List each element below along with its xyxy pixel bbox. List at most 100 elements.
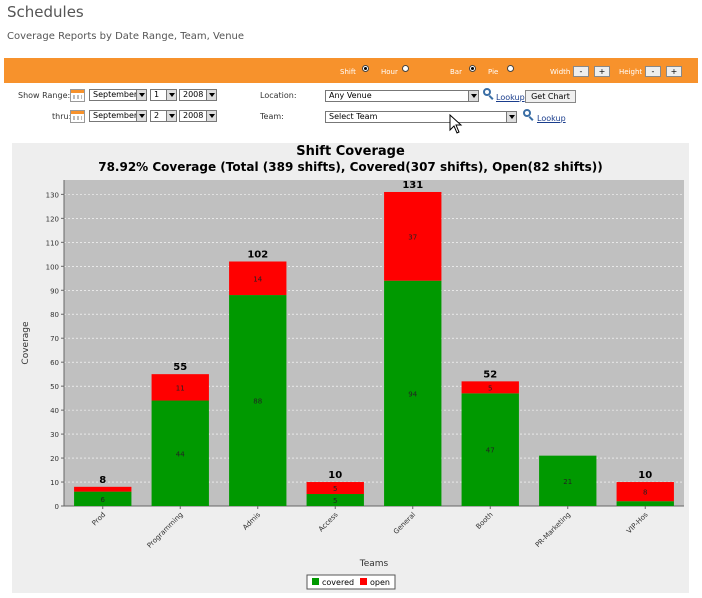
- bar-open: [616, 482, 674, 502]
- calendar-icon[interactable]: [70, 89, 85, 102]
- chart-panel: Shift Coverage 78.92% Coverage (Total (3…: [12, 143, 689, 593]
- start-day-select[interactable]: 1: [150, 89, 177, 101]
- y-tick-label: 80: [50, 311, 59, 319]
- hour-radio-label: Hour: [381, 68, 398, 76]
- legend-box: [306, 574, 396, 590]
- magnifier-icon[interactable]: [523, 109, 531, 117]
- width-increase-button[interactable]: +: [594, 66, 610, 77]
- x-tick-label: PR-Marketing: [534, 511, 572, 549]
- y-tick-label: 120: [46, 215, 59, 223]
- open-value-label: 14: [253, 275, 262, 283]
- y-tick-label: 90: [50, 287, 59, 295]
- bar-covered: [306, 494, 364, 506]
- legend-label-covered: covered: [322, 578, 354, 587]
- chart-subtitle: 78.92% Coverage (Total (389 shifts), Cov…: [98, 160, 603, 174]
- y-tick-label: 30: [50, 431, 59, 439]
- chart-options-toolbar: Shift Hour Bar Pie Width - + Height - +: [4, 58, 698, 83]
- y-tick-label: 70: [50, 335, 59, 343]
- covered-value-label: 47: [486, 447, 495, 455]
- chevron-down-icon: [166, 90, 176, 100]
- x-tick-label: Admis: [241, 511, 262, 532]
- bar-total-label: 8: [99, 475, 106, 486]
- bar-total-label: 52: [483, 369, 497, 380]
- height-increase-button[interactable]: +: [666, 66, 682, 77]
- start-month-value: September: [93, 90, 138, 99]
- end-year-select[interactable]: 2008: [179, 110, 217, 122]
- bar-covered: [384, 280, 442, 506]
- end-month-select[interactable]: September: [89, 110, 147, 122]
- y-axis-label: Coverage: [21, 321, 31, 365]
- y-tick-label: 10: [50, 479, 59, 487]
- get-chart-button[interactable]: Get Chart: [525, 90, 576, 103]
- y-tick-label: 50: [50, 383, 59, 391]
- legend-label-open: open: [370, 578, 390, 587]
- team-lookup-link[interactable]: Lookup: [537, 114, 566, 123]
- open-value-label: 8: [643, 489, 647, 497]
- bar-covered: [616, 501, 674, 506]
- x-tick-label: Programming: [146, 511, 185, 550]
- hour-radio[interactable]: [402, 65, 409, 72]
- chevron-down-icon: [136, 111, 146, 121]
- bar-radio-label: Bar: [450, 68, 462, 76]
- chevron-down-icon: [468, 91, 478, 101]
- location-lookup-link[interactable]: Lookup: [496, 93, 525, 102]
- covered-value-label: 44: [176, 450, 185, 458]
- x-tick-label: Booth: [474, 511, 494, 531]
- pie-radio-label: Pie: [488, 68, 499, 76]
- y-tick-label: 110: [46, 239, 59, 247]
- start-month-select[interactable]: September: [89, 89, 147, 101]
- chevron-down-icon: [136, 90, 146, 100]
- calendar-icon[interactable]: [70, 110, 85, 123]
- shift-radio[interactable]: [362, 65, 369, 72]
- width-decrease-button[interactable]: -: [573, 66, 589, 77]
- width-label: Width: [550, 68, 571, 76]
- bar-open: [306, 482, 364, 495]
- thru-label: thru:: [52, 112, 72, 121]
- chart-title: Shift Coverage: [296, 144, 405, 159]
- end-day-select[interactable]: 2: [150, 110, 177, 122]
- y-tick-label: 100: [46, 263, 59, 271]
- bar-total-label: 10: [638, 470, 652, 481]
- bar-open: [384, 191, 442, 281]
- open-value-label: 37: [408, 233, 417, 241]
- show-range-label: Show Range:: [18, 91, 71, 100]
- x-tick-label: VIP-Hos: [625, 511, 650, 536]
- location-select[interactable]: Any Venue: [325, 90, 479, 102]
- magnifier-icon[interactable]: [483, 88, 491, 96]
- legend-swatch-open: [360, 578, 367, 585]
- x-tick-label: General: [392, 511, 417, 536]
- shift-radio-label: Shift: [340, 68, 356, 76]
- y-tick-label: 0: [55, 503, 59, 511]
- y-tick-label: 40: [50, 407, 59, 415]
- coverage-chart: 0 10 20 30 40 50 60 70 80 90 100 110 120 130 6 8 Prod 44 1…: [21, 180, 684, 590]
- open-value-label: 5: [333, 485, 337, 493]
- end-day-value: 2: [154, 111, 160, 120]
- y-tick-label: 60: [50, 359, 59, 367]
- y-tick-label: 130: [46, 191, 59, 199]
- bar-covered: [74, 491, 132, 506]
- team-select[interactable]: Select Team: [325, 111, 517, 123]
- end-month-value: September: [93, 111, 138, 120]
- covered-value-label: 94: [408, 390, 417, 398]
- covered-value-label: 6: [101, 496, 106, 504]
- team-label: Team:: [260, 112, 284, 121]
- bar-total-label: 102: [247, 250, 268, 261]
- end-year-value: 2008: [183, 111, 204, 120]
- bar-radio[interactable]: [469, 65, 476, 72]
- bar-open: [74, 486, 132, 492]
- x-tick-label: Access: [317, 511, 340, 534]
- covered-value-label: 5: [333, 497, 337, 505]
- bar-covered: [539, 455, 597, 506]
- bar-total-label: 131: [402, 180, 423, 191]
- y-tick-label: 20: [50, 455, 59, 463]
- bar-total-label: 55: [173, 362, 187, 373]
- height-decrease-button[interactable]: -: [645, 66, 661, 77]
- start-year-select[interactable]: 2008: [179, 89, 217, 101]
- bar-open: [461, 381, 519, 394]
- bar-open: [229, 261, 287, 296]
- chevron-down-icon: [206, 90, 216, 100]
- chevron-down-icon: [206, 111, 216, 121]
- team-value: Select Team: [329, 112, 378, 121]
- height-label: Height: [619, 68, 643, 76]
- pie-radio[interactable]: [507, 65, 514, 72]
